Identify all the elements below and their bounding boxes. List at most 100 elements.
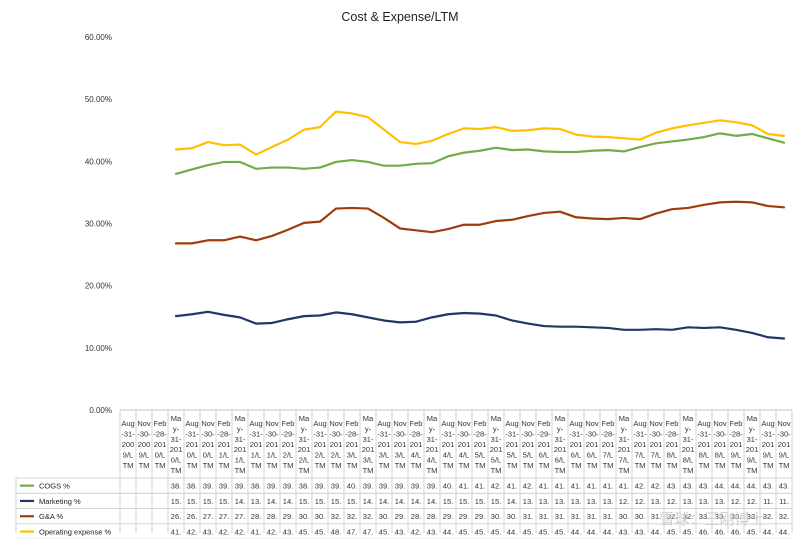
category-label: 201 — [746, 445, 759, 454]
y-tick-label: 10.00% — [85, 344, 112, 353]
category-label: 201 — [634, 440, 647, 449]
category-label: Ma — [427, 414, 438, 423]
category-label: -31- — [761, 430, 775, 439]
category-label: y- — [749, 424, 756, 433]
category-label: 201 — [538, 440, 551, 449]
category-label: Ma — [235, 414, 246, 423]
category-label: Ma — [299, 414, 310, 423]
category-label: TM — [427, 466, 438, 475]
table-cell: 45. — [459, 527, 469, 536]
category-label: 201 — [698, 440, 711, 449]
table-cell: 12. — [667, 497, 677, 506]
category-label: Aug — [697, 419, 710, 428]
category-label: 201 — [202, 440, 215, 449]
table-cell: 46. — [699, 527, 709, 536]
table-cell: 42. — [491, 481, 501, 490]
table-cell: 32. — [779, 512, 789, 521]
category-label: TM — [747, 466, 758, 475]
table-cell: 13. — [251, 497, 261, 506]
category-label: -28- — [217, 430, 231, 439]
category-label: TM — [395, 461, 406, 470]
category-label: TM — [331, 461, 342, 470]
table-cell: 33. — [699, 512, 709, 521]
category-label: -28- — [153, 430, 167, 439]
category-label: TM — [299, 466, 310, 475]
category-label: TM — [571, 461, 582, 470]
table-cell: 42. — [267, 527, 277, 536]
category-label: 2/L — [283, 450, 293, 459]
category-label: -28- — [473, 430, 487, 439]
category-label: 3/L — [363, 456, 373, 465]
table-cell: 33. — [715, 512, 725, 521]
legend-label: G&A % — [39, 512, 64, 521]
table-cell: 39. — [203, 481, 213, 490]
category-label: Feb — [602, 419, 615, 428]
category-label: 0/L — [187, 450, 197, 459]
category-label: -29- — [281, 430, 295, 439]
table-cell: 41. — [539, 481, 549, 490]
table-cell: 44. — [747, 481, 757, 490]
table-cell: 45. — [491, 527, 501, 536]
category-label: 31- — [171, 435, 182, 444]
category-label: 201 — [250, 440, 263, 449]
category-label: TM — [635, 461, 646, 470]
category-label: 1/L — [235, 456, 245, 465]
table-cell: 38. — [171, 481, 181, 490]
table-cell: 45. — [299, 527, 309, 536]
category-label: 201 — [362, 445, 375, 454]
category-label: Ma — [619, 414, 630, 423]
table-cell: 41. — [171, 527, 181, 536]
table-cell: 14. — [507, 497, 517, 506]
category-label: Ma — [171, 414, 182, 423]
category-label: -30- — [457, 430, 471, 439]
category-label: TM — [763, 461, 774, 470]
table-cell: 29. — [283, 512, 293, 521]
table-cell: 40. — [443, 481, 453, 490]
category-label: TM — [715, 461, 726, 470]
category-label: 201 — [506, 440, 519, 449]
y-tick-label: 30.00% — [85, 220, 112, 229]
legend-label: Marketing % — [39, 497, 81, 506]
table-cell: 14. — [283, 497, 293, 506]
table-cell: 26. — [171, 512, 181, 521]
category-label: Ma — [683, 414, 694, 423]
category-label: Nov — [649, 419, 663, 428]
table-cell: 39. — [267, 481, 277, 490]
table-cell: 45. — [683, 527, 693, 536]
category-label: y- — [621, 424, 628, 433]
table-cell: 45. — [539, 527, 549, 536]
table-cell: 15. — [331, 497, 341, 506]
table-cell: 13. — [603, 497, 613, 506]
table-cell: 12. — [635, 497, 645, 506]
category-label: 201 — [346, 440, 359, 449]
category-label: TM — [219, 461, 230, 470]
category-label: TM — [539, 461, 550, 470]
category-label: Nov — [393, 419, 407, 428]
category-label: 7/L — [651, 450, 661, 459]
category-label: 1/L — [251, 450, 261, 459]
category-label: TM — [347, 461, 358, 470]
table-cell: 31. — [571, 512, 581, 521]
category-label: 201 — [474, 440, 487, 449]
table-cell: 41. — [555, 481, 565, 490]
category-label: 201 — [282, 440, 295, 449]
category-label: TM — [491, 466, 502, 475]
table-cell: 27. — [235, 512, 245, 521]
category-label: 201 — [602, 440, 615, 449]
category-label: -30- — [777, 430, 791, 439]
category-label: TM — [315, 461, 326, 470]
category-label: 1/L — [267, 450, 277, 459]
table-cell: 43. — [203, 527, 213, 536]
category-label: -31- — [569, 430, 583, 439]
category-label: 201 — [682, 445, 695, 454]
table-cell: 41. — [603, 481, 613, 490]
category-label: Nov — [777, 419, 791, 428]
table-cell: 13. — [715, 497, 725, 506]
category-label: Nov — [585, 419, 599, 428]
category-label: -30- — [521, 430, 535, 439]
category-label: 31- — [619, 435, 630, 444]
table-cell: 28. — [427, 512, 437, 521]
category-label: 201 — [394, 440, 407, 449]
category-label: 201 — [522, 440, 535, 449]
category-label: Feb — [538, 419, 551, 428]
